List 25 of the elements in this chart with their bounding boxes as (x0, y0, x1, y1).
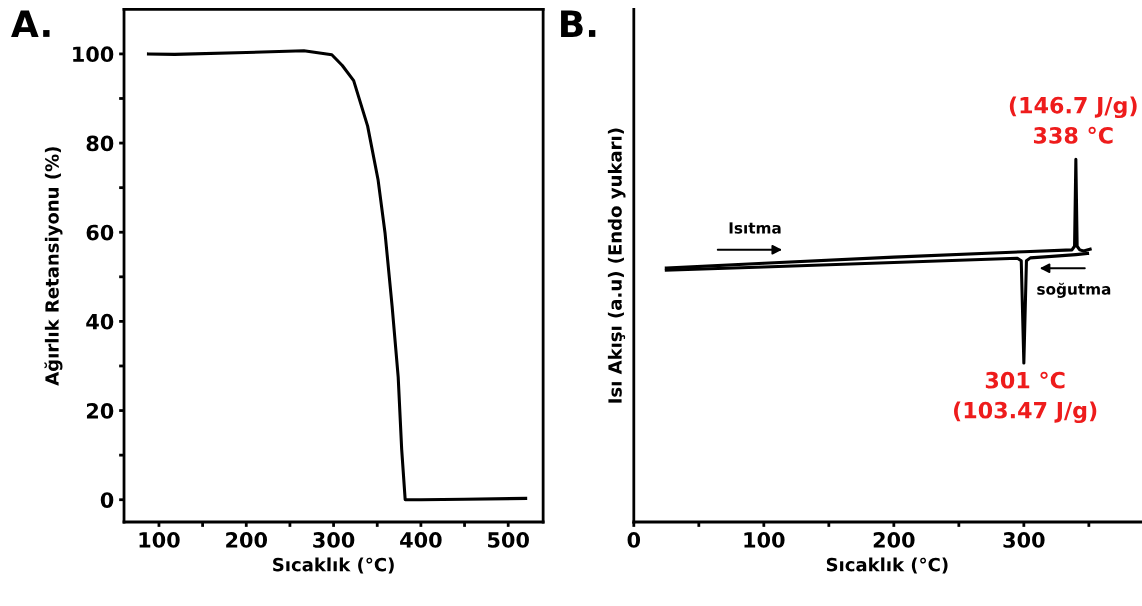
y-tick-label: 0 (100, 492, 114, 508)
y-tick-label: 80 (86, 135, 114, 152)
x-tick-label: 100 (744, 532, 785, 548)
annotation: (146.7 J/g) 338 °C (1009, 96, 1137, 144)
x-tick-label: 100 (139, 532, 180, 548)
x-axis-title: Sıcaklık (°C) (273, 557, 394, 574)
y-tick-label: 20 (86, 403, 114, 419)
annotation: Isıtma (729, 222, 781, 234)
x-tick-label: 400 (400, 532, 442, 548)
chart-title: B. (561, 10, 596, 37)
x-tick-label: 500 (488, 532, 529, 548)
x-tick-label: 200 (873, 532, 915, 548)
annotation: soğutma (1037, 282, 1111, 298)
x-tick-label: 0 (627, 532, 641, 548)
annotation: 301 °C (103.47 J/g) (954, 371, 1097, 424)
x-tick-label: 300 (1003, 532, 1045, 548)
x-tick-label: 200 (226, 532, 268, 548)
y-axis-title: Ağırlık Retansiyonu (%) (44, 147, 63, 386)
y-tick-label: 40 (86, 313, 114, 330)
x-tick-label: 300 (313, 532, 355, 548)
x-axis-title: Sıcaklık (°C) (826, 557, 948, 574)
y-tick-label: 100 (73, 46, 114, 63)
y-tick-label: 60 (86, 224, 114, 241)
chart-title: A. (11, 10, 50, 37)
y-axis-title: Isı Akışı (a.u) (Endo yukarı) (607, 128, 626, 403)
